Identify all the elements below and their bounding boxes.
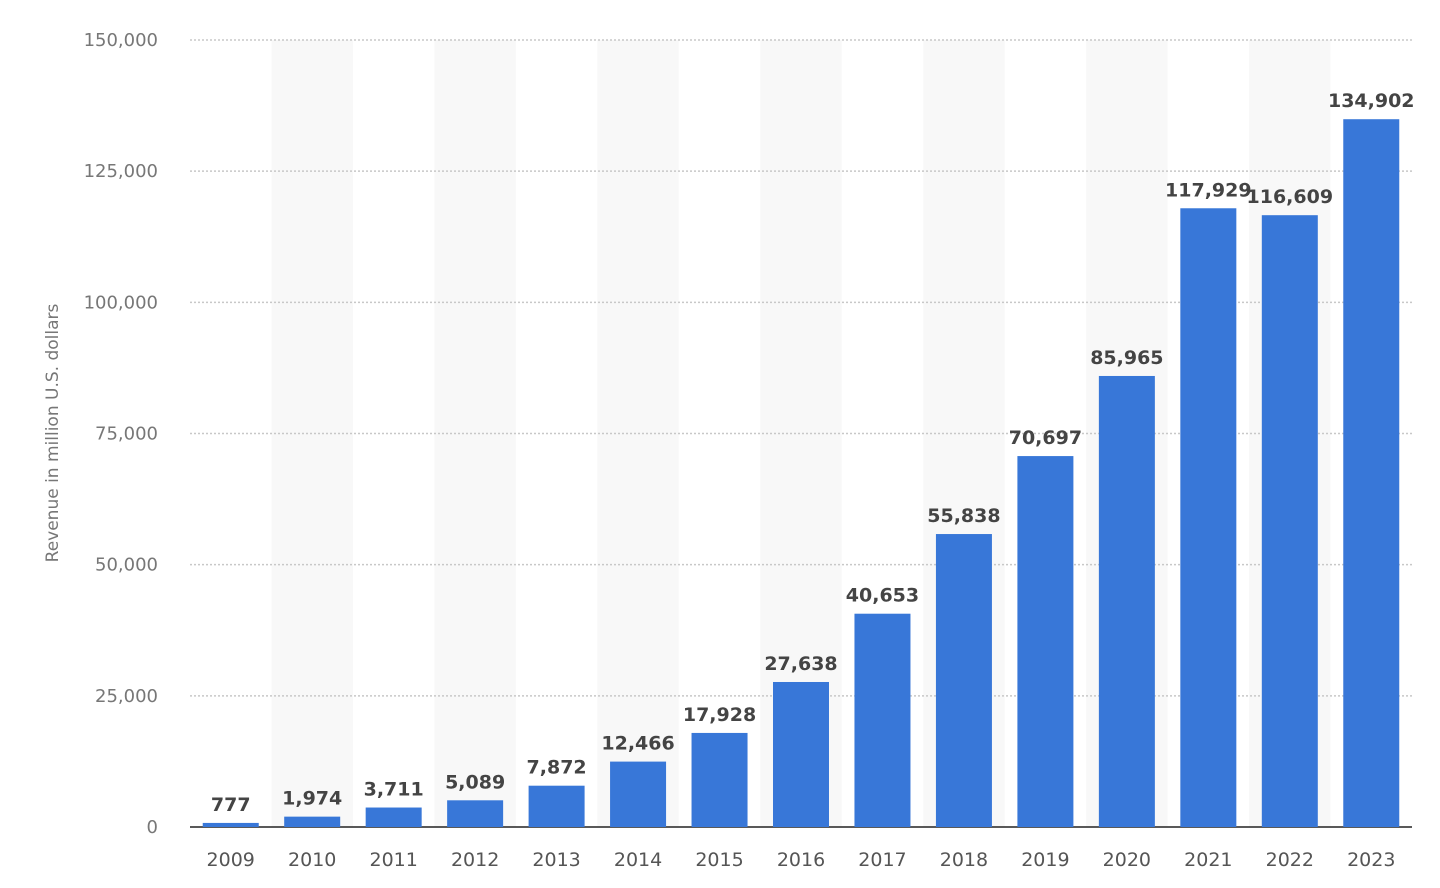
bar-2017 (854, 613, 911, 827)
y-tick-label: 25,000 (95, 686, 158, 707)
bar-2010 (284, 816, 341, 827)
bar-2013 (528, 785, 585, 827)
x-tick-label: 2010 (288, 849, 336, 871)
x-tick-label: 2009 (207, 849, 255, 871)
data-label: 5,089 (445, 771, 505, 793)
data-label: 3,711 (364, 779, 424, 801)
data-label: 134,902 (1328, 90, 1415, 112)
x-tick-label: 2014 (614, 849, 662, 871)
y-tick-label: 50,000 (95, 555, 158, 576)
data-label: 40,653 (846, 585, 919, 607)
x-tick-label: 2018 (940, 849, 988, 871)
x-tick-label: 2016 (777, 849, 825, 871)
bar-2009 (202, 822, 259, 827)
data-label: 27,638 (764, 653, 837, 675)
y-tick-label: 150,000 (84, 30, 158, 51)
bar-2016 (773, 681, 829, 827)
x-tick-label: 2020 (1103, 849, 1151, 871)
bar-2011 (365, 807, 422, 827)
y-tick-label: 125,000 (84, 161, 158, 182)
y-axis-label: Revenue in million U.S. dollars (43, 303, 63, 562)
x-tick-label: 2023 (1347, 849, 1395, 871)
y-tick-label: 100,000 (84, 292, 158, 313)
bar-2019 (1017, 456, 1074, 827)
data-label: 70,697 (1009, 427, 1082, 449)
x-tick-label: 2019 (1021, 849, 1069, 871)
data-label: 7,872 (527, 757, 587, 779)
data-label: 17,928 (683, 704, 756, 726)
x-tick-label: 2013 (532, 849, 580, 871)
bar-2012 (447, 800, 504, 827)
y-tick-label: 0 (147, 817, 158, 838)
x-tick-label: 2022 (1266, 849, 1314, 871)
bar-2021 (1180, 208, 1237, 827)
data-label: 1,974 (282, 788, 342, 810)
data-label: 777 (211, 794, 251, 816)
x-tick-label: 2012 (451, 849, 499, 871)
data-label: 55,838 (927, 505, 1000, 527)
y-tick-label: 75,000 (95, 424, 158, 445)
x-tick-label: 2011 (369, 849, 417, 871)
x-tick-label: 2015 (695, 849, 743, 871)
data-label: 117,929 (1165, 179, 1252, 201)
bar-2022 (1261, 215, 1318, 827)
bar-2014 (610, 761, 667, 827)
bar-2018 (935, 534, 992, 827)
x-tick-label: 2017 (858, 849, 906, 871)
data-label: 12,466 (601, 733, 674, 755)
data-label: 116,609 (1247, 186, 1334, 208)
x-tick-label: 2021 (1184, 849, 1232, 871)
bar-2023 (1343, 119, 1400, 827)
bar-2015 (691, 732, 748, 827)
bar-2020 (1098, 375, 1155, 827)
data-label: 85,965 (1090, 347, 1163, 369)
